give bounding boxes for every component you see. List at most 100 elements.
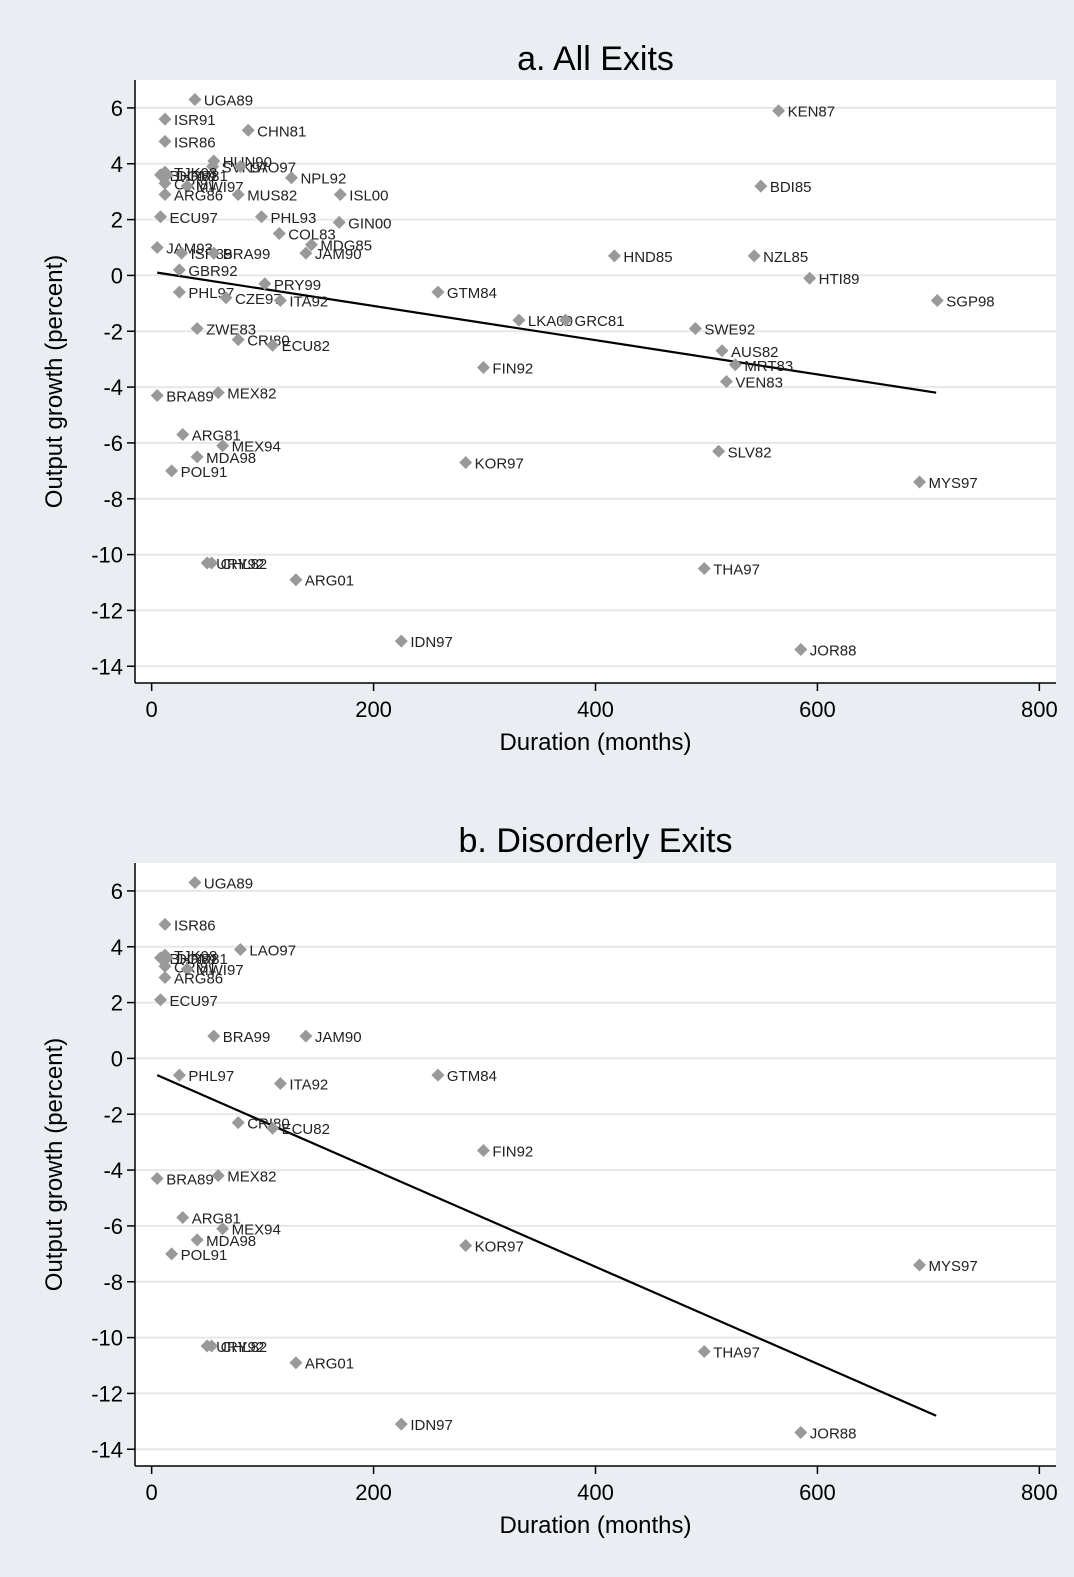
data-point-isl00 <box>333 187 347 201</box>
x-tick-label: 800 <box>1021 697 1058 722</box>
data-point-arg86 <box>158 970 172 984</box>
point-label-gbr92: GBR92 <box>188 263 237 280</box>
point-label-tha97: THA97 <box>713 1345 760 1362</box>
point-label-arg81: ARG81 <box>192 428 241 445</box>
data-point-cri81 <box>158 959 172 973</box>
point-label-lao97: LAO97 <box>249 943 296 960</box>
y-tick-label: -6 <box>103 1214 123 1239</box>
point-label-bra89: BRA89 <box>166 1171 214 1188</box>
data-point-chn81 <box>241 123 255 137</box>
point-label-lao97: LAO97 <box>249 160 296 177</box>
point-label-mda98: MDA98 <box>206 1233 256 1250</box>
data-point-mus82 <box>231 187 245 201</box>
point-label-kor97: KOR97 <box>475 1238 524 1255</box>
point-label-jam90: JAM90 <box>315 246 362 263</box>
point-label-fin92: FIN92 <box>492 361 533 378</box>
point-label-pry99: PRY99 <box>274 277 321 294</box>
point-label-isr86: ISR86 <box>174 134 216 151</box>
x-tick-label: 400 <box>577 697 614 722</box>
point-label-dom81: DOM81 <box>176 168 228 185</box>
point-label-mys97: MYS97 <box>929 475 978 492</box>
data-point-isr86 <box>158 917 172 931</box>
point-label-ecu82: ECU82 <box>282 338 330 355</box>
data-point-jor88 <box>794 643 808 656</box>
point-label-ury92: URY92 <box>216 1339 264 1356</box>
data-point-fin92 <box>476 1144 490 1158</box>
point-label-ecu97: ECU97 <box>170 210 218 227</box>
point-label-gtm84: GTM84 <box>447 285 497 302</box>
data-point-ecu97 <box>154 210 168 224</box>
data-point-cri80 <box>231 1116 245 1130</box>
data-point-svk97 <box>206 160 220 174</box>
point-label-ven83: VEN83 <box>735 375 783 392</box>
x-tick-label: 800 <box>1021 1480 1058 1505</box>
point-label-ita92: ITA92 <box>289 1077 328 1094</box>
data-point-cze97 <box>219 291 233 305</box>
data-point-arg81 <box>176 428 190 442</box>
y-tick-label: 0 <box>111 263 123 288</box>
data-point-mdg85 <box>304 238 318 252</box>
point-label-mwi97: MWI97 <box>196 962 244 979</box>
data-point-pol91 <box>165 464 179 478</box>
point-label-arg01: ARG01 <box>305 1356 354 1373</box>
data-point-kor97 <box>459 1238 473 1252</box>
data-point-idn97 <box>394 1417 408 1431</box>
data-point-isr86 <box>158 134 172 148</box>
data-point-aus82 <box>715 344 729 358</box>
data-point-sgp98 <box>930 294 944 308</box>
y-tick-label: 2 <box>111 208 123 233</box>
y-tick-label: -10 <box>91 1326 123 1351</box>
data-point-mex82 <box>211 1169 225 1183</box>
point-label-ecu97: ECU97 <box>170 993 218 1010</box>
point-label-jam90: JAM90 <box>315 1029 362 1046</box>
data-point-phl97 <box>172 285 186 299</box>
y-tick-label: -14 <box>91 654 123 679</box>
point-label-mda98: MDA98 <box>206 450 256 467</box>
fit-line <box>157 271 937 394</box>
data-point-mex94 <box>216 1222 230 1236</box>
data-point-ecu97 <box>154 993 168 1007</box>
point-label-arg86: ARG86 <box>174 187 223 204</box>
data-point-uga89 <box>188 93 202 107</box>
data-point-fin92 <box>476 361 490 375</box>
data-point-bra99 <box>207 1029 221 1043</box>
y-tick-label: -2 <box>103 319 123 344</box>
point-label-isr91: ISR91 <box>174 112 216 129</box>
point-label-chn81: CHN81 <box>257 123 306 140</box>
x-tick-label: 600 <box>799 697 836 722</box>
data-point-chl82 <box>205 1339 219 1353</box>
point-label-col83: COL83 <box>288 227 336 244</box>
data-point-lka00 <box>512 313 526 327</box>
x-tick-label: 200 <box>355 1480 392 1505</box>
y-tick-label: 4 <box>111 152 123 177</box>
point-label-cri80: CRI80 <box>247 1116 290 1133</box>
y-tick-label: 2 <box>111 991 123 1016</box>
data-point-tha97 <box>697 562 711 576</box>
point-label-fin92: FIN92 <box>492 1144 533 1161</box>
data-point-hti89 <box>803 271 817 285</box>
y-tick-label: -4 <box>103 375 123 400</box>
plot-area <box>135 863 1056 1466</box>
y-tick-label: 6 <box>111 879 123 904</box>
point-label-pol91: POL91 <box>181 464 228 481</box>
point-label-tha97: THA97 <box>713 562 760 579</box>
data-point-gin00 <box>332 215 346 229</box>
point-label-phl93: PHL93 <box>270 210 316 227</box>
data-point-gtm84 <box>431 285 445 299</box>
point-label-uga89: UGA89 <box>204 93 253 110</box>
data-point-arg81 <box>176 1211 190 1225</box>
y-tick-label: -6 <box>103 431 123 456</box>
data-point-lao97 <box>233 160 247 174</box>
point-label-mex82: MEX82 <box>227 386 276 403</box>
point-label-hti89: HTI89 <box>819 271 860 288</box>
y-tick-label: -8 <box>103 487 123 512</box>
y-axis-label: Output growth (percent) <box>41 255 68 508</box>
point-label-arg86: ARG86 <box>174 970 223 987</box>
point-label-nzl85: NZL85 <box>763 249 808 266</box>
data-point-bra89 <box>150 388 164 402</box>
point-label-lka00: LKA00 <box>528 313 573 330</box>
data-point-cri81 <box>158 176 172 190</box>
point-label-mex94: MEX94 <box>232 439 281 456</box>
x-tick-label: 200 <box>355 697 392 722</box>
data-point-arg01 <box>289 1356 303 1370</box>
